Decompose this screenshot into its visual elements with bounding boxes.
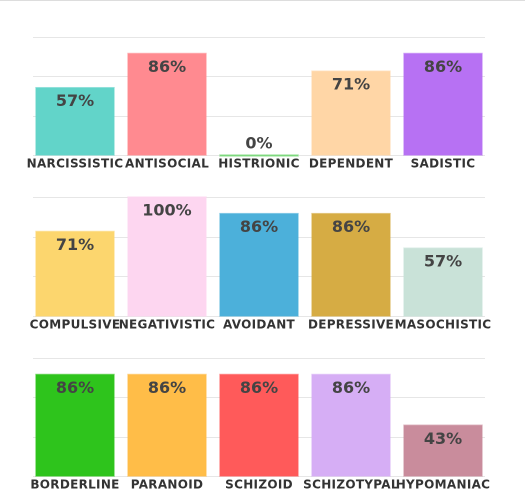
category-label: NEGATIVISTIC — [119, 318, 216, 332]
bar — [311, 212, 391, 317]
category-label: BORDERLINE — [30, 478, 119, 492]
category-label: DEPENDENT — [309, 157, 394, 171]
bar — [127, 196, 207, 317]
bar — [35, 86, 115, 156]
category-label: SCHIZOID — [225, 478, 293, 492]
bar — [311, 70, 391, 156]
value-label: 86% — [332, 217, 370, 236]
value-label: 57% — [56, 91, 94, 110]
category-label: HISTRIONIC — [218, 157, 300, 171]
category-label: COMPULSIVE — [30, 318, 121, 332]
bar — [35, 373, 115, 477]
value-label: 71% — [56, 235, 94, 254]
category-label: PARANOID — [131, 478, 204, 492]
bar — [311, 373, 391, 477]
bar — [127, 373, 207, 477]
category-label: SCHIZOTYPAL — [303, 478, 399, 492]
bar — [403, 52, 483, 156]
category-label: AVOIDANT — [223, 318, 296, 332]
value-label: 86% — [56, 378, 94, 397]
category-label: ANTISOCIAL — [125, 157, 209, 171]
category-label: SADISTIC — [411, 157, 476, 171]
category-label: MASOCHISTIC — [395, 318, 492, 332]
value-label: 86% — [424, 57, 462, 76]
bar — [219, 373, 299, 477]
value-label: 100% — [142, 201, 191, 220]
value-label: 86% — [148, 57, 186, 76]
bar — [403, 247, 483, 317]
value-label: 43% — [424, 429, 462, 448]
value-label: 86% — [240, 217, 278, 236]
bar — [219, 154, 299, 157]
bar — [127, 52, 207, 156]
value-label: 0% — [245, 134, 272, 153]
value-label: 86% — [240, 378, 278, 397]
category-label: NARCISSISTIC — [27, 157, 124, 171]
category-label: DEPRESSIVE — [308, 318, 394, 332]
value-label: 86% — [332, 378, 370, 397]
bar — [35, 230, 115, 317]
category-label: HYPOMANIAC — [396, 478, 491, 492]
bar — [403, 424, 483, 477]
value-label: 86% — [148, 378, 186, 397]
value-label: 57% — [424, 252, 462, 271]
value-label: 71% — [332, 75, 370, 94]
bar — [219, 212, 299, 317]
